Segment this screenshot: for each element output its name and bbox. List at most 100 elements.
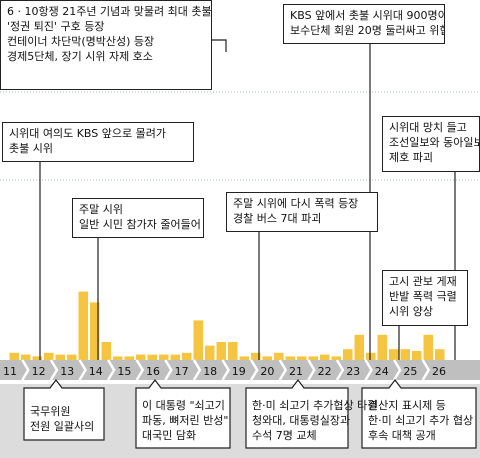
axis-separator (21, 359, 30, 381)
annotation-line: 주말 시위 (79, 203, 123, 216)
bar (320, 354, 330, 360)
bar (55, 354, 65, 360)
bar (389, 349, 399, 360)
x-tick-label: 20 (260, 365, 274, 378)
event-origin-labeling: 원산지 표시제 등 한·미 쇠고기 추가 협상 후속 대책 공개 (368, 398, 473, 443)
x-tick-label: 21 (289, 365, 303, 378)
annotation-box-0610: 6 · 10항쟁 21주년 기념과 맞물려 최대 촛불 집회 '정권 퇴진' 구… (0, 0, 212, 90)
bar (101, 342, 111, 360)
annotation-line: 경제5단체, 장기 시위 자제 호소 (7, 50, 153, 63)
bar (400, 349, 410, 360)
event-line: 후속 대책 공개 (368, 429, 436, 442)
event-line: 수석 7명 교체 (252, 429, 317, 442)
axis-separator (278, 359, 288, 381)
axis-separator (335, 359, 345, 381)
bar (32, 356, 42, 360)
bar (366, 352, 376, 360)
x-tick-label: 17 (175, 365, 189, 378)
bar (182, 352, 192, 360)
bar (423, 334, 433, 360)
annotation-box-weekend-rally: 주말 시위 일반 시민 참가자 줄어들어 (72, 198, 204, 238)
bar (205, 345, 215, 360)
annotation-box-newspaper-signs: 시위대 망치 들고 조선일보와 동아일보 제호 파괴 (382, 116, 480, 172)
bar (239, 356, 249, 360)
annotation-line: 시위대 여의도 KBS 앞으로 몰려가 (9, 127, 166, 140)
axis-separator (135, 359, 145, 381)
axis-separator (192, 359, 202, 381)
event-president-address: 이 대통령 "쇠고기 파동, 뼈저린 반성" 대국민 담화 (142, 398, 228, 443)
annotation-line: 시위 양상 (389, 305, 433, 318)
axis-separator (49, 359, 59, 381)
annotation-line: 시위대 망치 들고 (389, 121, 467, 134)
x-tick-label: 25 (403, 365, 417, 378)
axis-separator (250, 359, 259, 381)
event-callout-box (361, 379, 477, 449)
bar (274, 352, 284, 360)
event-line: 이 대통령 "쇠고기 (142, 399, 225, 412)
x-tick-label: 14 (89, 365, 103, 378)
annotation-box-gazette: 고시 관보 게재 반발 폭력 극렬 시위 양상 (382, 270, 468, 326)
event-callout-box (135, 379, 231, 449)
bar (124, 356, 134, 360)
bar (262, 356, 272, 360)
annotation-box-bus-destroyed: 주말 시위에 다시 폭력 등장 경찰 버스 7대 파괴 (226, 192, 378, 232)
bar (308, 356, 318, 360)
annotation-leader-line (212, 39, 227, 52)
axis-separator (364, 359, 373, 381)
bar (331, 356, 341, 360)
event-line: 파동, 뼈저린 반성" (142, 414, 229, 427)
bar (251, 352, 261, 360)
bar (78, 291, 88, 360)
x-tick-label: 19 (232, 365, 246, 378)
bar (113, 356, 123, 360)
axis-separator (307, 359, 316, 381)
x-axis-strip (0, 360, 480, 380)
x-tick-label: 26 (432, 365, 446, 378)
annotation-line: 반발 폭력 극렬 (389, 290, 457, 303)
axis-separator (421, 359, 431, 381)
annotation-line: 제호 파괴 (389, 151, 433, 164)
bar (354, 334, 364, 360)
x-tick-label: 24 (375, 365, 389, 378)
bar (159, 354, 169, 360)
event-line: 국무위원 (30, 405, 71, 418)
bar (170, 354, 180, 360)
annotation-line: '정권 퇴진' 구호 등장 (7, 20, 105, 33)
bar (21, 354, 31, 360)
axis-separator (393, 359, 402, 381)
bar (147, 354, 157, 360)
annotation-line: 촛불 시위 (9, 142, 53, 155)
event-line: 전원 일괄사의 (30, 420, 95, 433)
bar (136, 354, 146, 360)
bar (228, 342, 238, 360)
bar (44, 352, 54, 360)
bar (285, 356, 295, 360)
x-tick-label: 11 (3, 365, 17, 378)
event-line: 청와대, 대통령실장과 (252, 414, 351, 427)
annotation-line: 보수단체 회원 20명 둘러싸고 위협 (290, 24, 445, 37)
bar (412, 351, 422, 360)
annotation-line: 조선일보와 동아일보 (389, 136, 480, 149)
bar (343, 349, 353, 360)
event-line: 한·미 쇠고기 추가 협상 (368, 414, 474, 427)
bar (435, 349, 445, 360)
annotation-line: 일반 시민 참가자 줄어들어 (79, 218, 201, 231)
x-tick-label: 13 (60, 365, 74, 378)
bar (193, 320, 203, 360)
x-tick-label: 16 (146, 365, 160, 378)
annotation-box-kbs-yeouido: 시위대 여의도 KBS 앞으로 몰려가 촛불 시위 (2, 122, 194, 162)
bar (297, 356, 307, 360)
axis-separator (107, 359, 116, 381)
x-tick-label: 23 (346, 365, 360, 378)
annotation-line: 경찰 버스 7대 파괴 (233, 212, 322, 225)
event-cabinet-resign: 국무위원 전원 일괄사의 (30, 404, 94, 434)
event-callout-box (245, 379, 349, 449)
event-line: 원산지 표시제 등 (368, 399, 446, 412)
bar (67, 354, 77, 360)
event-line: 대국민 담화 (142, 429, 197, 442)
event-callout-box (23, 379, 105, 441)
bar (90, 302, 100, 360)
x-tick-label: 22 (318, 365, 332, 378)
annotation-line: 6 · 10항쟁 21주년 기념과 맞물려 최대 촛불 집회 (7, 5, 212, 18)
